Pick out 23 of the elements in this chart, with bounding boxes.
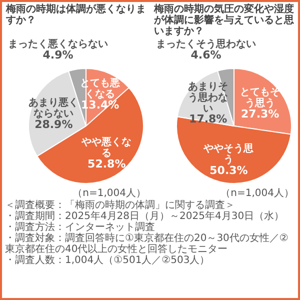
text: ＜調査概要：「梅雨の時期の体調」に関する調査＞ <box>5 200 236 211</box>
text: ・調査対象：調査回答時に①東京都在住の20～30代の女性／②東京都在住の40代以上の女性と回答したモニター <box>5 233 290 255</box>
data-label: 50.3% <box>210 164 248 177</box>
slice-label: まったくそう思わない <box>156 38 256 50</box>
slice-label: とてもそう思う <box>240 87 280 110</box>
data-label: 4.6% <box>190 48 222 62</box>
text: ・調査人数：1,004人（①501人／②503人） <box>5 255 211 266</box>
data-label: 17.8% <box>189 112 228 126</box>
text: ・調査方法：インターネット調査 <box>5 222 155 233</box>
data-label: 4.9% <box>42 48 74 62</box>
data-label: 52.8% <box>88 158 126 171</box>
slice-label: あまりそう思わない <box>188 81 228 114</box>
text: （n=1,004人） <box>72 188 147 199</box>
data-label: 28.9% <box>34 118 73 131</box>
data-label: 27.3% <box>241 107 280 120</box>
chart-title: 梅雨の時期の気圧の変化や湿度が体調に影響を与えていると思いますか？ <box>152 2 295 38</box>
chart-title: 梅雨の時期は体調が悪くなりますか？ <box>4 2 147 28</box>
text: ・調査期間：2025年4月28日（月）～2025年4月30日（水） <box>5 211 286 222</box>
slice-label: あまり悪くならない <box>28 96 79 120</box>
slice-label: ややそう思う <box>202 142 254 166</box>
slice-label: やや悪くなる <box>80 136 132 160</box>
slice-label: まったく悪くならない <box>8 38 108 50</box>
text: （n=1,004人） <box>220 188 295 199</box>
